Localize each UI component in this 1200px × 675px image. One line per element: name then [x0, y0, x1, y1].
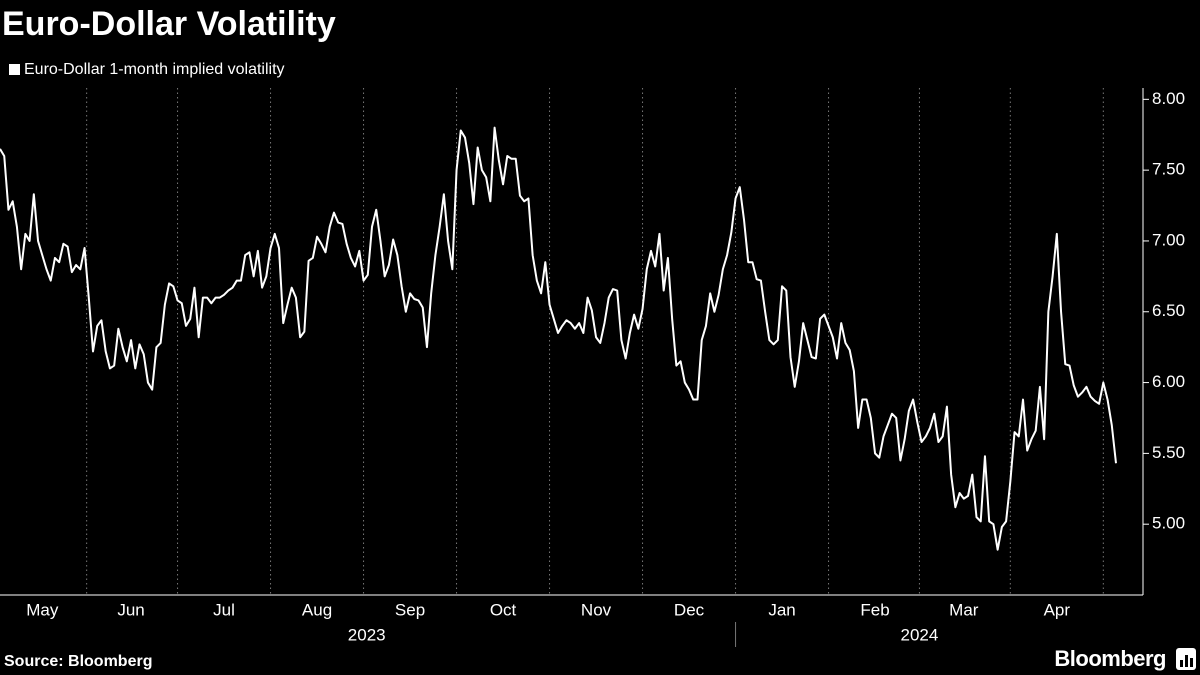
legend-swatch [9, 64, 20, 75]
y-tick-label: 7.00 [1152, 230, 1185, 249]
x-tick-label: Feb [860, 600, 889, 619]
line [0, 126, 1117, 551]
chart-title: Euro-Dollar Volatility [2, 5, 336, 43]
x-tick-label: Apr [1044, 600, 1071, 619]
logo: Bloomberg [1054, 646, 1166, 671]
x-tick-label: Jan [768, 600, 795, 619]
x-tick-label: Jun [117, 600, 144, 619]
source: Source: Bloomberg [4, 653, 152, 670]
logo-bar [1185, 655, 1188, 667]
y-tick-label: 7.50 [1152, 160, 1185, 179]
x-tick-label: Aug [302, 600, 332, 619]
logo-icon [1176, 648, 1196, 670]
y-tick-label: 5.50 [1152, 443, 1185, 462]
x-tick-label: Jul [213, 600, 235, 619]
x-tick-label: Nov [581, 600, 612, 619]
x-tick-label: Mar [949, 600, 979, 619]
logo-bar [1190, 658, 1193, 667]
legend-label: Euro-Dollar 1-month implied volatility [24, 61, 285, 78]
year-label: 2023 [348, 625, 386, 644]
x-tick-label: Oct [490, 600, 517, 619]
y-tick-label: 8.00 [1152, 89, 1185, 108]
logo-bar [1180, 660, 1183, 667]
x-tick-label: Sep [395, 600, 425, 619]
y-tick-label: 5.00 [1152, 514, 1185, 533]
x-tick-label: Dec [674, 600, 705, 619]
y-tick-label: 6.50 [1152, 301, 1185, 320]
y-tick-label: 6.00 [1152, 372, 1185, 391]
x-tick-label: May [26, 600, 59, 619]
year-label: 2024 [901, 625, 939, 644]
